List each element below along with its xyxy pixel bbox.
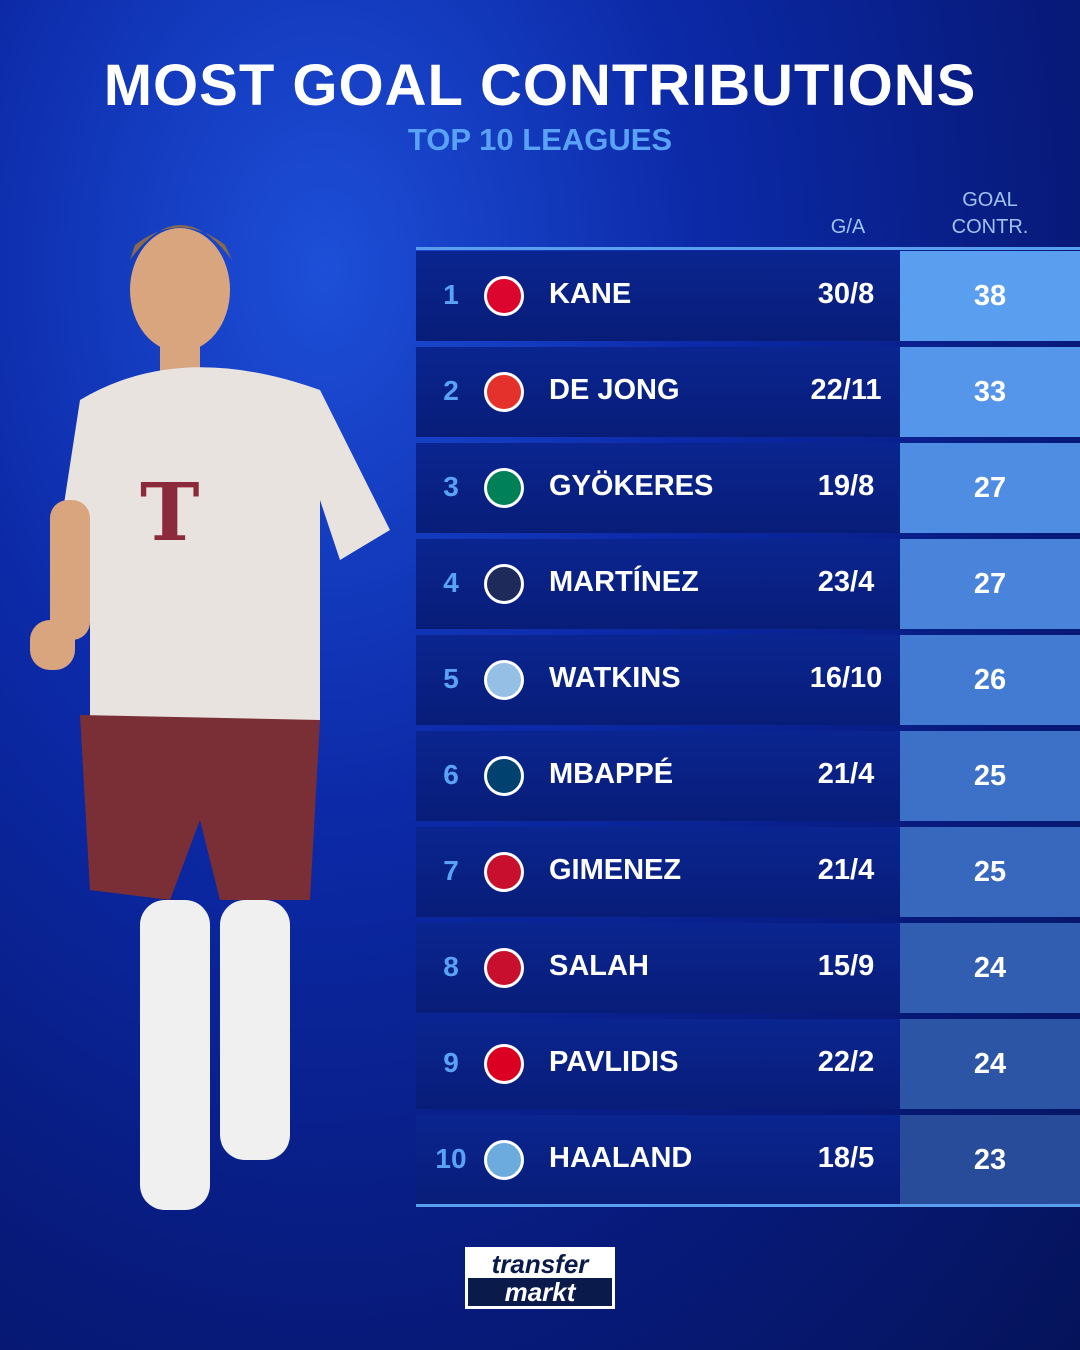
table-row: 6 MBAPPÉ 21/4 25 (416, 731, 1080, 821)
goals-assists: 16/10 (809, 662, 883, 694)
player-name: SALAH (549, 950, 649, 982)
table-top-divider (416, 247, 1080, 250)
goal-contributions: 25 (900, 731, 1080, 821)
table-row: 8 SALAH 15/9 24 (416, 923, 1080, 1013)
goal-contributions: 23 (900, 1115, 1080, 1205)
rank: 5 (443, 663, 459, 694)
goals-assists: 30/8 (817, 278, 875, 310)
ga-column-header: G/A (830, 216, 866, 238)
psv-crest-icon (484, 372, 524, 412)
rank: 8 (443, 951, 459, 982)
az-alkmaar-crest-icon (484, 1044, 524, 1084)
goals-assists: 19/8 (817, 470, 875, 502)
goals-assists: 15/9 (817, 950, 875, 982)
goal-contributions: 33 (900, 347, 1080, 437)
bayern-munich-crest-icon (484, 276, 524, 316)
table-bottom-divider (416, 1204, 1080, 1207)
goal-contributions: 24 (900, 1019, 1080, 1109)
feyenoord-crest-icon (484, 852, 524, 892)
rank: 3 (443, 471, 459, 502)
psg-crest-icon (484, 756, 524, 796)
rank: 2 (443, 375, 459, 406)
player-name: KANE (549, 278, 632, 310)
rank: 10 (435, 1143, 467, 1174)
player-name: PAVLIDIS (549, 1046, 679, 1078)
rank: 9 (443, 1047, 459, 1078)
player-name: DE JONG (549, 374, 680, 406)
svg-text:T: T (140, 465, 200, 559)
goal-contributions: 24 (900, 923, 1080, 1013)
goal-contributions: 27 (900, 443, 1080, 533)
table-row: 10 HAALAND 18/5 23 (416, 1115, 1080, 1205)
rank: 7 (443, 855, 459, 886)
table-row: 7 GIMENEZ 21/4 25 (416, 827, 1080, 917)
player-name: GIMENEZ (549, 854, 682, 886)
goal-contr-header-line2: CONTR. (951, 216, 1029, 238)
goal-contributions: 25 (900, 827, 1080, 917)
page-subtitle: TOP 10 LEAGUES (407, 122, 673, 157)
inter-milan-crest-icon (484, 564, 524, 604)
rank: 6 (443, 759, 459, 790)
goals-assists: 21/4 (817, 758, 875, 790)
goals-assists: 23/4 (817, 566, 875, 598)
aston-villa-crest-icon (484, 660, 524, 700)
player-name: WATKINS (549, 662, 681, 694)
player-photo: T (30, 225, 390, 1210)
goals-assists: 22/2 (817, 1046, 875, 1078)
rank: 4 (443, 567, 459, 598)
table-row: 5 WATKINS 16/10 26 (416, 635, 1080, 725)
sporting-cp-crest-icon (484, 468, 524, 508)
logo-line1: transfer (468, 1250, 612, 1278)
player-name: HAALAND (549, 1142, 693, 1174)
page-title: MOST GOAL CONTRIBUTIONS (103, 53, 977, 118)
transfermarkt-logo: transfer markt (465, 1247, 615, 1309)
goals-assists: 18/5 (817, 1142, 875, 1174)
goals-assists: 22/11 (810, 374, 882, 406)
goal-contributions: 26 (900, 635, 1080, 725)
goals-assists: 21/4 (817, 854, 875, 886)
logo-line2: markt (504, 1277, 576, 1307)
table-row: 4 MARTÍNEZ 23/4 27 (416, 539, 1080, 629)
goal-contr-header-line1: GOAL (962, 189, 1018, 211)
manchester-city-crest-icon (484, 1140, 524, 1180)
rank: 1 (443, 279, 459, 310)
goal-contr-column-header: GOAL CONTR. (930, 187, 1050, 241)
goal-contributions: 27 (900, 539, 1080, 629)
player-name: MARTÍNEZ (549, 566, 699, 598)
table-row: 3 GYÖKERES 19/8 27 (416, 443, 1080, 533)
table-row: 1 KANE 30/8 38 (416, 251, 1080, 341)
table-row: 2 DE JONG 22/11 33 (416, 347, 1080, 437)
table-row: 9 PAVLIDIS 22/2 24 (416, 1019, 1080, 1109)
player-name: MBAPPÉ (549, 758, 674, 790)
player-name: GYÖKERES (549, 470, 714, 502)
liverpool-crest-icon (484, 948, 524, 988)
goal-contributions: 38 (900, 251, 1080, 341)
